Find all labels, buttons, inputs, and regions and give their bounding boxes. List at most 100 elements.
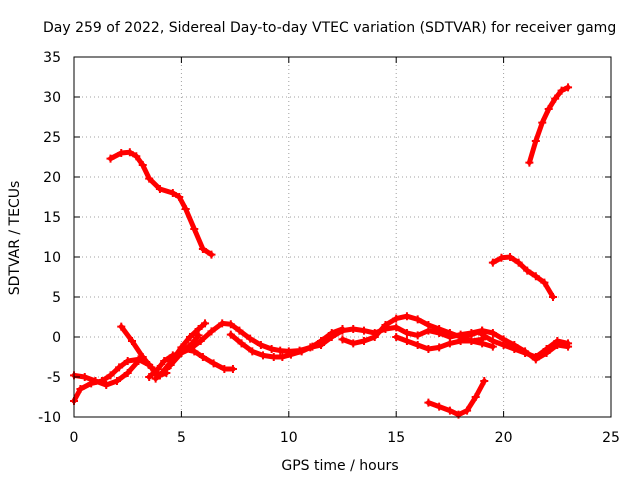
data-point (127, 337, 136, 345)
data-point (317, 341, 326, 349)
data-point (392, 333, 401, 341)
data-point (138, 161, 147, 169)
data-point (463, 406, 472, 415)
data-point (413, 315, 422, 324)
x-tick-label: 25 (602, 430, 620, 446)
data-point (488, 258, 497, 267)
x-tick-label: 15 (387, 430, 405, 446)
data-point (553, 337, 562, 345)
data-point (185, 333, 194, 341)
data-point (531, 353, 540, 361)
data-point (175, 193, 184, 201)
data-point (198, 245, 207, 253)
data-point (147, 363, 156, 372)
data-point (198, 353, 207, 361)
data-point (456, 333, 465, 341)
data-point (80, 373, 89, 381)
y-tick-label: 30 (43, 90, 61, 106)
data-point (102, 381, 111, 389)
data-point (542, 345, 551, 353)
data-point (117, 322, 126, 331)
data-point (506, 253, 515, 261)
data-point (123, 369, 132, 377)
data-point (538, 118, 547, 127)
data-point (531, 272, 540, 281)
data-point (525, 158, 534, 167)
data-point (235, 326, 244, 335)
data-point (196, 337, 205, 345)
data-point (160, 357, 169, 365)
data-point (551, 94, 560, 103)
data-point (123, 357, 132, 365)
grid (74, 57, 611, 417)
data-point (226, 330, 235, 339)
data-point (226, 320, 235, 329)
data-point (115, 363, 124, 372)
data-point (445, 339, 454, 348)
data-point (218, 319, 227, 328)
data-point (267, 345, 276, 353)
data-point (413, 341, 422, 349)
data-point (181, 205, 190, 213)
data-point (106, 371, 115, 380)
data-point (138, 353, 147, 361)
data-point (155, 185, 164, 193)
data-point (349, 325, 358, 333)
data-point (540, 278, 549, 287)
data-point (237, 339, 246, 348)
data-point (488, 329, 497, 337)
data-point (155, 371, 164, 380)
series-group (70, 83, 573, 419)
data-point (402, 312, 411, 321)
series-arc-9 (228, 326, 345, 360)
data-point (269, 353, 278, 361)
y-tick-label: 35 (43, 50, 61, 66)
x-tick-label: 10 (280, 430, 298, 446)
data-point (413, 331, 422, 340)
data-point (207, 327, 216, 336)
data-point (435, 343, 444, 352)
data-point (166, 361, 175, 369)
data-point (297, 347, 306, 356)
data-point (91, 377, 100, 385)
data-point (153, 365, 162, 373)
data-point (286, 350, 295, 359)
data-point (177, 349, 186, 357)
data-point (308, 342, 317, 351)
data-point (338, 326, 347, 335)
data-point (125, 148, 134, 157)
data-point (523, 266, 532, 275)
chart-title: Day 259 of 2022, Sidereal Day-to-day VTE… (43, 20, 616, 36)
data-point (132, 152, 141, 161)
x-tick-label: 5 (177, 430, 186, 446)
data-point (76, 385, 85, 393)
data-point (392, 314, 401, 323)
data-point (467, 330, 476, 339)
data-point (194, 331, 203, 340)
data-point (424, 345, 433, 353)
y-tick-label: 10 (43, 250, 61, 266)
y-tick-label: -10 (38, 410, 61, 426)
data-point (381, 321, 390, 329)
plot-frame (73, 56, 612, 418)
data-point (117, 149, 126, 157)
data-point (168, 189, 177, 197)
data-point (445, 329, 454, 337)
data-point (435, 325, 444, 333)
data-point (549, 293, 558, 301)
data-point (392, 323, 401, 332)
data-point (359, 326, 368, 335)
y-tick-label: -5 (47, 370, 61, 386)
data-point (435, 402, 444, 411)
axis-ticks: 0 5 10 15 20 25 -10 -5 0 5 10 15 20 25 30 35 (38, 50, 620, 446)
data-point (510, 345, 519, 353)
y-tick-label: 25 (43, 130, 61, 146)
y-tick-label: 0 (52, 330, 61, 346)
data-point (134, 357, 143, 365)
data-point (402, 337, 411, 345)
data-point (145, 373, 154, 381)
data-point (151, 374, 160, 383)
data-point (557, 86, 566, 95)
data-point (499, 341, 508, 349)
